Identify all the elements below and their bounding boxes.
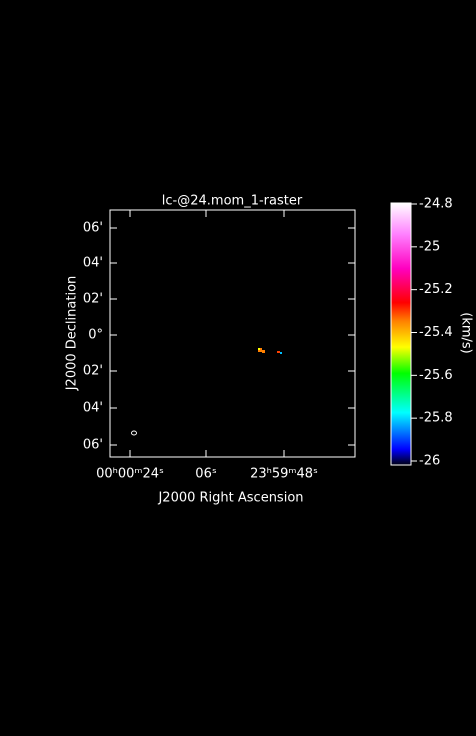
colorbar-label: (km/s) [459,312,474,354]
x-axis-label: J2000 Right Ascension [157,491,303,506]
y-tick-label: 02' [83,364,103,379]
colorbar-tick-label: -25 [419,239,440,254]
pixel [277,351,280,353]
x-tick-label: 23ʰ59ᵐ48ˢ [250,467,318,482]
pixel [262,350,265,353]
colorbar-tick-label: -25.6 [419,368,453,383]
x-tick-label: 00ʰ00ᵐ24ˢ [96,467,164,482]
plot-frame [109,209,356,458]
x-tick-label: 06ˢ [195,467,217,482]
y-tick-label: 04' [83,401,103,416]
colorbar [390,202,412,466]
colorbar-tick-label: -24.8 [419,197,453,212]
y-axis-label: J2000 Declination [65,276,80,392]
chart-title: lc-@24.mom_1-raster [162,194,303,209]
y-tick-label: 02' [83,292,103,307]
beam [131,430,137,436]
y-tick-label: 06' [83,438,103,453]
y-tick-label: 04' [83,256,103,271]
colorbar-tick-label: -25.2 [419,282,453,297]
pixel [258,348,260,350]
pixel [280,352,282,354]
colorbar-tick-label: -25.8 [419,411,453,426]
y-tick-label: 0° [88,328,103,343]
colorbar-tick-label: -26 [419,454,440,469]
colorbar-tick-label: -25.4 [419,325,453,340]
y-tick-label: 06' [83,221,103,236]
